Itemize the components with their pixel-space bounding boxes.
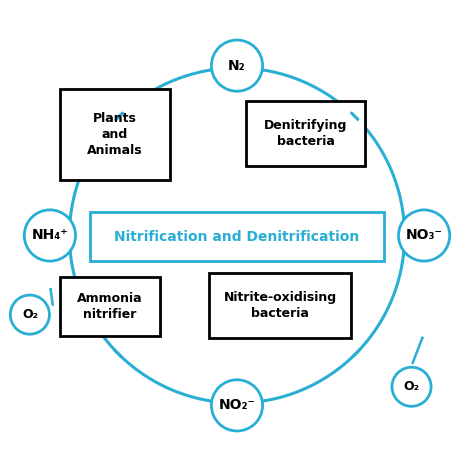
FancyBboxPatch shape bbox=[209, 273, 351, 338]
Circle shape bbox=[24, 210, 75, 261]
FancyArrowPatch shape bbox=[116, 113, 122, 119]
FancyBboxPatch shape bbox=[246, 100, 365, 166]
Text: NH₄⁺: NH₄⁺ bbox=[32, 228, 68, 243]
Circle shape bbox=[10, 295, 49, 334]
Circle shape bbox=[211, 40, 263, 91]
Circle shape bbox=[392, 367, 431, 406]
Text: NO₃⁻: NO₃⁻ bbox=[406, 228, 443, 243]
Text: Denitrifying
bacteria: Denitrifying bacteria bbox=[264, 119, 347, 147]
FancyArrowPatch shape bbox=[353, 350, 359, 356]
FancyArrowPatch shape bbox=[352, 113, 358, 119]
Text: NO₂⁻: NO₂⁻ bbox=[219, 398, 255, 413]
FancyBboxPatch shape bbox=[60, 89, 170, 179]
FancyBboxPatch shape bbox=[91, 212, 383, 261]
Circle shape bbox=[399, 210, 450, 261]
FancyArrowPatch shape bbox=[115, 350, 121, 356]
Text: Ammonia
nitrifier: Ammonia nitrifier bbox=[77, 292, 143, 321]
Text: O₂: O₂ bbox=[22, 308, 38, 321]
Text: Nitrite-oxidising
bacteria: Nitrite-oxidising bacteria bbox=[224, 291, 337, 320]
Text: Nitrification and Denitrification: Nitrification and Denitrification bbox=[114, 230, 360, 244]
FancyBboxPatch shape bbox=[60, 277, 160, 335]
Circle shape bbox=[211, 380, 263, 431]
Text: N₂: N₂ bbox=[228, 58, 246, 73]
Text: O₂: O₂ bbox=[403, 380, 419, 393]
Text: Plants
and
Animals: Plants and Animals bbox=[87, 112, 143, 157]
